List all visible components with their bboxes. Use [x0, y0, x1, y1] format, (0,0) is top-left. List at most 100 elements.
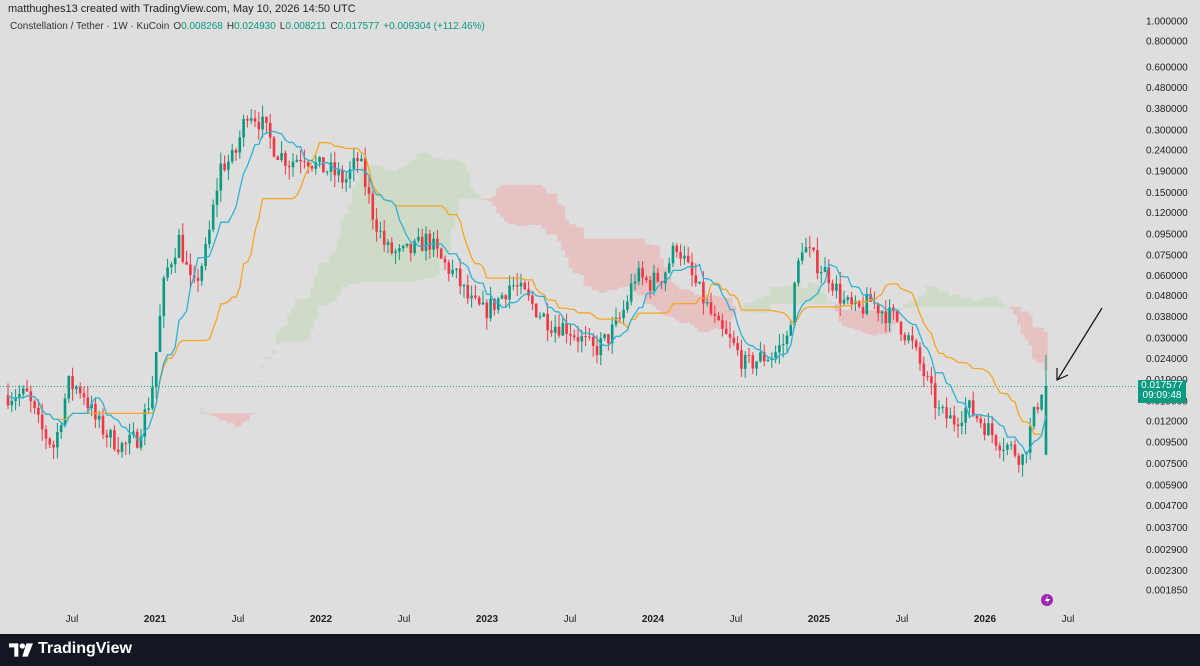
candle: [504, 294, 508, 308]
candle: [234, 147, 238, 161]
candle: [48, 436, 52, 449]
candle: [797, 257, 800, 287]
candle: [485, 299, 489, 330]
price-tick-label: 0.004700: [1146, 501, 1188, 512]
candle: [379, 221, 382, 239]
time-tick-label: 2021: [144, 614, 167, 625]
candle: [732, 330, 736, 346]
candle: [933, 371, 937, 420]
candle: [151, 376, 154, 410]
candle: [918, 342, 922, 371]
chart-canvas[interactable]: 1.000000 0.800000 0.600000 0.480000 0.380000…: [0, 0, 1200, 634]
candle: [390, 237, 394, 256]
candle: [945, 397, 948, 428]
close-label: C: [330, 21, 338, 32]
candle: [398, 243, 401, 260]
candle: [876, 302, 880, 322]
candle: [94, 397, 97, 429]
candle: [960, 410, 964, 435]
candle: [800, 242, 804, 265]
close-value: 0.017577: [337, 21, 380, 32]
price-tick-label: 0.003700: [1146, 523, 1188, 534]
candle: [181, 223, 185, 264]
candle: [341, 165, 344, 189]
price-tick-label: 0.800000: [1146, 37, 1188, 48]
candle: [261, 105, 264, 138]
tenkan-line: [7, 130, 1047, 457]
price-chart[interactable]: 1.000000 0.800000 0.600000 0.480000 0.380000…: [0, 0, 1200, 634]
last-price-tag: 0.017577 09:09:48: [1138, 380, 1186, 404]
candle: [249, 109, 253, 125]
candle: [322, 157, 325, 173]
candle: [44, 425, 48, 450]
candle: [971, 391, 975, 417]
candle: [185, 250, 188, 266]
price-tick-label: 0.095000: [1146, 229, 1188, 240]
candle: [952, 405, 956, 432]
price-tick-label: 0.019000: [1146, 375, 1188, 386]
candle: [569, 323, 572, 346]
candle: [272, 135, 276, 158]
bar-countdown: 09:09:48: [1142, 390, 1182, 402]
candle: [344, 171, 348, 192]
price-tick-label: 0.002300: [1146, 566, 1188, 577]
ichimoku-cloud: [199, 152, 1048, 427]
candle: [572, 329, 576, 341]
candle: [1021, 453, 1024, 477]
candle: [78, 382, 82, 399]
candle: [462, 283, 466, 298]
candle: [424, 226, 428, 261]
candle: [1040, 394, 1043, 412]
lightning-icon[interactable]: [1041, 594, 1053, 606]
candle: [591, 332, 595, 357]
candle: [303, 149, 306, 169]
candle: [496, 296, 500, 314]
candle: [846, 295, 850, 305]
symbol-legend[interactable]: Constellation / Tether · 1W · KuCoin O0.…: [10, 21, 485, 32]
candle: [603, 333, 606, 341]
candle: [838, 272, 842, 317]
time-axis: Jul 2021 Jul 2022 Jul 2023 Jul 2024 Jul 2025 Jul 20…: [66, 614, 1075, 625]
candle: [804, 237, 808, 253]
time-tick-label: Jul: [232, 614, 245, 625]
candle: [690, 252, 694, 287]
candle: [664, 271, 667, 292]
candle: [808, 235, 812, 258]
candle: [189, 253, 192, 288]
candle: [1032, 406, 1036, 430]
candle: [90, 395, 93, 417]
candle: [607, 333, 610, 351]
candle: [352, 147, 356, 182]
candle: [645, 275, 648, 283]
candle: [812, 246, 815, 253]
symbol-name[interactable]: Constellation / Tether · 1W · KuCoin: [10, 21, 170, 32]
candle: [310, 165, 314, 173]
candle: [238, 130, 242, 159]
candle: [785, 330, 789, 352]
candle: [922, 356, 926, 388]
time-tick-label: Jul: [398, 614, 411, 625]
candle: [709, 292, 713, 317]
candle: [166, 258, 169, 282]
candle: [10, 391, 14, 412]
candle: [37, 399, 40, 423]
candle: [759, 341, 762, 363]
candle: [990, 416, 994, 444]
candle: [941, 404, 945, 414]
candle: [56, 422, 59, 459]
candle: [113, 425, 116, 452]
candle: [823, 257, 827, 273]
candle: [816, 237, 819, 280]
candle: [299, 149, 302, 174]
candle: [417, 227, 420, 243]
candle: [588, 327, 591, 341]
candle: [519, 273, 523, 295]
candle: [295, 154, 299, 163]
candle: [698, 281, 701, 285]
candle: [614, 307, 618, 328]
candle: [842, 290, 846, 306]
candle: [755, 360, 758, 376]
candle: [375, 208, 378, 242]
candle: [835, 275, 838, 299]
candle: [778, 333, 781, 365]
